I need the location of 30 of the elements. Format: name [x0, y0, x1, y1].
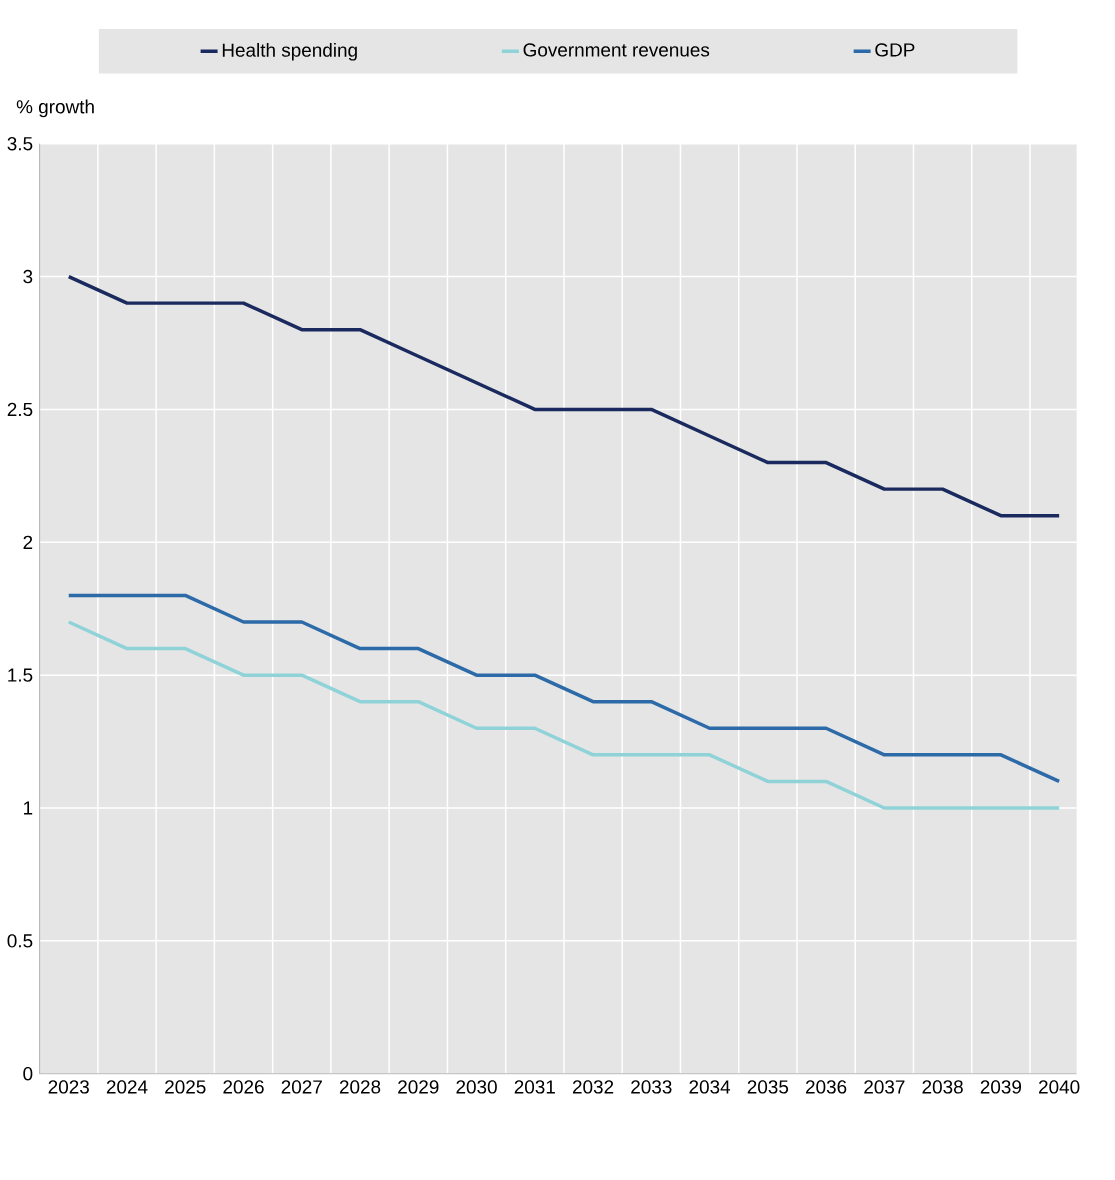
x-tick-label: 2026	[223, 1080, 264, 1094]
y-tick-label: 3	[23, 269, 33, 284]
x-tick-label: 2035	[747, 1080, 789, 1094]
x-tick-label: 2039	[980, 1080, 1022, 1094]
x-tick-label: 2031	[514, 1080, 555, 1094]
x-tick-label: 2025	[165, 1080, 206, 1094]
x-tick-label: 2030	[456, 1080, 497, 1094]
x-tick-label: 2034	[689, 1080, 731, 1094]
x-tick-label: 2032	[572, 1080, 614, 1094]
y-tick-label: 1.5	[8, 668, 33, 682]
y-tick-label: 3.5	[7, 137, 33, 151]
x-tick-label: 2040	[1039, 1080, 1080, 1094]
y-tick-label: 2	[23, 535, 33, 549]
y-axis-title: % growth	[16, 99, 94, 118]
x-tick-label: 2023	[48, 1080, 89, 1094]
x-tick-label: 2037	[864, 1080, 905, 1094]
x-tick-label: 2024	[106, 1080, 148, 1094]
y-tick-label: 0.5	[7, 934, 33, 948]
legend-label: GDP	[875, 43, 915, 57]
x-tick-label: 2033	[631, 1080, 672, 1094]
x-tick-label: 2038	[922, 1080, 963, 1094]
y-tick-label: 2.5	[7, 402, 33, 417]
y-tick-label: 0	[23, 1067, 33, 1081]
x-tick-label: 2028	[339, 1080, 381, 1094]
x-tick-label: 2029	[398, 1080, 439, 1094]
legend-label: Health spending	[222, 42, 357, 61]
x-tick-label: 2027	[281, 1080, 322, 1094]
x-tick-label: 2036	[806, 1080, 847, 1094]
y-tick-label: 1	[24, 801, 33, 815]
legend-label: Government revenues	[523, 43, 710, 57]
